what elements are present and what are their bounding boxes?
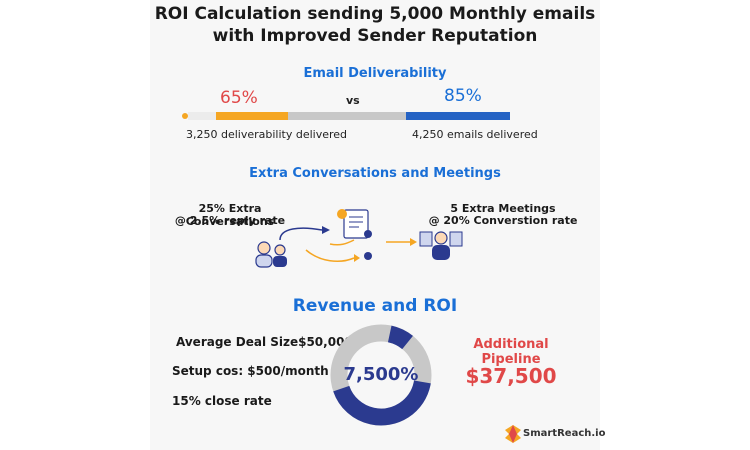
logo-text: SmartReach.io — [523, 428, 606, 439]
people-icon — [255, 241, 287, 268]
right-stat-line2: @ 20% Converstion rate — [428, 214, 578, 227]
roi-value: 7,500% — [343, 364, 419, 385]
pipeline-value: $37,500 — [465, 364, 557, 388]
blue-arrow-icon — [279, 227, 323, 241]
donut-segment — [330, 324, 432, 426]
smartreach-logo-icon — [505, 425, 521, 443]
bar-start-dot — [182, 113, 188, 119]
close-rate-label: 15% close rate — [172, 394, 272, 408]
deliverability-heading: Email Deliverability — [303, 66, 447, 81]
pipeline-label: Additional Pipeline — [473, 337, 549, 367]
before-percent: 65% — [220, 88, 258, 108]
after-caption: 4,250 emails delivered — [412, 128, 538, 141]
page-title-line2: with Improved Sender Reputation — [212, 26, 538, 46]
after-bar — [406, 112, 510, 120]
before-caption: 3,250 deliverability delivered — [186, 128, 348, 141]
conversations-heading: Extra Conversations and Meetings — [249, 166, 501, 181]
before-bar — [216, 112, 288, 120]
infographic-panel — [150, 0, 600, 450]
page-title-line1: ROI Calculation sending 5,000 Monthly em… — [154, 4, 596, 24]
presenter-icon — [419, 231, 463, 260]
setup-cost-label: Setup cos: $500/month — [172, 364, 329, 378]
roi-donut-chart — [330, 324, 432, 426]
after-percent: 85% — [444, 86, 482, 106]
vs-label: vs — [346, 94, 360, 107]
bar-track-start — [188, 112, 216, 120]
orange-arrow-icon — [305, 249, 355, 263]
deal-size-label: Average Deal Size$50,000 — [176, 335, 353, 349]
middle-bar — [288, 112, 406, 120]
right-stat-line1: 5 Extra Meetings — [450, 202, 556, 215]
document-badge-icon — [337, 209, 372, 239]
left-stat-line1: 25% Extra Conversations — [185, 202, 275, 228]
left-stat-line2: @ 2.5% reply rate — [174, 214, 286, 227]
revenue-heading: Revenue and ROI — [292, 296, 458, 316]
small-avatar-icon — [364, 252, 372, 260]
conversation-flow-illustration — [255, 209, 463, 268]
